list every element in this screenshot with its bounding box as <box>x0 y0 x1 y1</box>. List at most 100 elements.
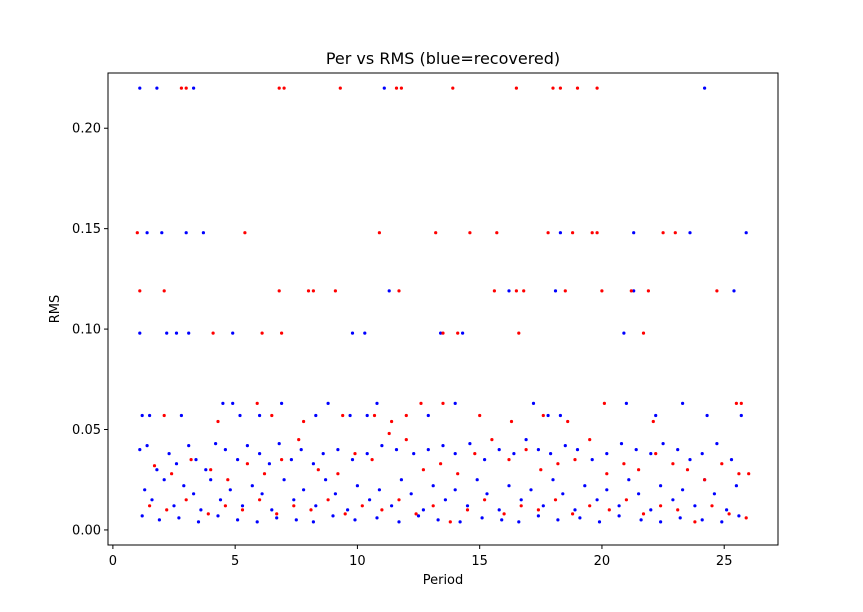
data-point <box>595 498 599 502</box>
data-point <box>148 504 152 508</box>
data-point <box>553 289 558 293</box>
data-point <box>275 512 279 516</box>
data-point <box>240 508 245 512</box>
data-point <box>575 448 580 452</box>
data-point <box>380 508 384 512</box>
data-point <box>744 231 748 235</box>
data-point <box>277 289 281 293</box>
data-point <box>431 484 435 488</box>
data-point <box>372 413 377 418</box>
data-point <box>380 444 384 448</box>
data-point <box>737 472 741 476</box>
data-point <box>343 512 347 516</box>
data-point <box>275 516 279 520</box>
data-point <box>681 401 685 405</box>
data-point <box>536 514 541 518</box>
data-point <box>138 448 142 452</box>
data-point <box>556 518 560 522</box>
data-point <box>681 488 685 492</box>
data-point <box>348 413 352 418</box>
data-point <box>624 401 629 405</box>
data-point <box>231 331 235 335</box>
data-point <box>651 419 655 424</box>
data-point <box>297 438 301 442</box>
data-point <box>634 448 638 452</box>
data-point <box>145 231 149 235</box>
data-point <box>160 231 164 235</box>
data-point <box>311 462 315 466</box>
data-point <box>326 401 330 405</box>
data-point <box>546 413 550 418</box>
data-point <box>509 419 514 424</box>
data-point <box>671 498 675 502</box>
data-point <box>355 484 359 488</box>
data-point <box>659 484 663 488</box>
data-point <box>336 472 340 476</box>
data-point <box>258 452 262 456</box>
data-point <box>165 331 169 335</box>
data-point <box>174 331 179 335</box>
data-point <box>216 419 220 424</box>
data-point <box>688 458 692 462</box>
plot-frame <box>107 72 779 546</box>
data-point <box>627 478 631 482</box>
data-point <box>375 516 379 520</box>
data-point <box>282 86 286 90</box>
data-point <box>475 478 479 482</box>
data-point <box>238 413 242 418</box>
data-point <box>228 488 232 492</box>
data-point <box>187 331 191 335</box>
data-point <box>678 516 682 520</box>
data-point <box>184 231 188 235</box>
data-point <box>649 452 653 456</box>
y-axis: 0.00 0.05 0.10 0.15 0.20 <box>72 122 108 538</box>
data-point <box>280 458 284 462</box>
data-point <box>309 508 313 512</box>
data-point <box>646 289 651 293</box>
data-point <box>260 331 264 335</box>
data-point <box>507 458 511 462</box>
data-point <box>199 508 203 512</box>
x-tick-label: 5 <box>231 554 239 569</box>
data-point <box>566 419 570 424</box>
data-point <box>421 508 425 512</box>
data-point <box>280 401 284 405</box>
data-point <box>441 444 445 448</box>
data-point <box>209 478 213 482</box>
data-point <box>346 508 350 512</box>
data-point <box>258 413 262 418</box>
data-point <box>189 458 193 462</box>
data-point <box>157 518 161 522</box>
data-point <box>138 289 142 293</box>
data-point <box>270 413 274 418</box>
data-point <box>292 498 296 502</box>
data-point <box>365 452 369 456</box>
data-point <box>262 472 267 476</box>
data-point <box>622 462 626 466</box>
data-point <box>485 492 489 496</box>
chart-title: Per vs RMS (blue=recovered) <box>326 49 560 68</box>
data-point <box>456 331 460 335</box>
data-point <box>661 442 665 446</box>
data-point <box>556 462 560 466</box>
data-point <box>703 86 707 90</box>
data-point <box>350 458 355 462</box>
data-point <box>155 86 159 90</box>
data-point <box>492 289 496 293</box>
data-point <box>622 331 626 335</box>
x-axis-label: Period <box>423 573 464 588</box>
data-point <box>140 514 144 518</box>
data-point <box>192 86 196 90</box>
data-point <box>390 419 394 424</box>
data-point <box>399 86 403 90</box>
data-point <box>715 289 719 293</box>
data-point <box>341 413 345 418</box>
data-point <box>162 289 166 293</box>
data-point <box>558 231 563 235</box>
data-point <box>363 331 367 335</box>
data-point <box>350 331 355 335</box>
data-point <box>382 86 386 90</box>
data-point <box>145 444 149 448</box>
data-point <box>502 512 506 516</box>
data-point <box>639 518 643 522</box>
